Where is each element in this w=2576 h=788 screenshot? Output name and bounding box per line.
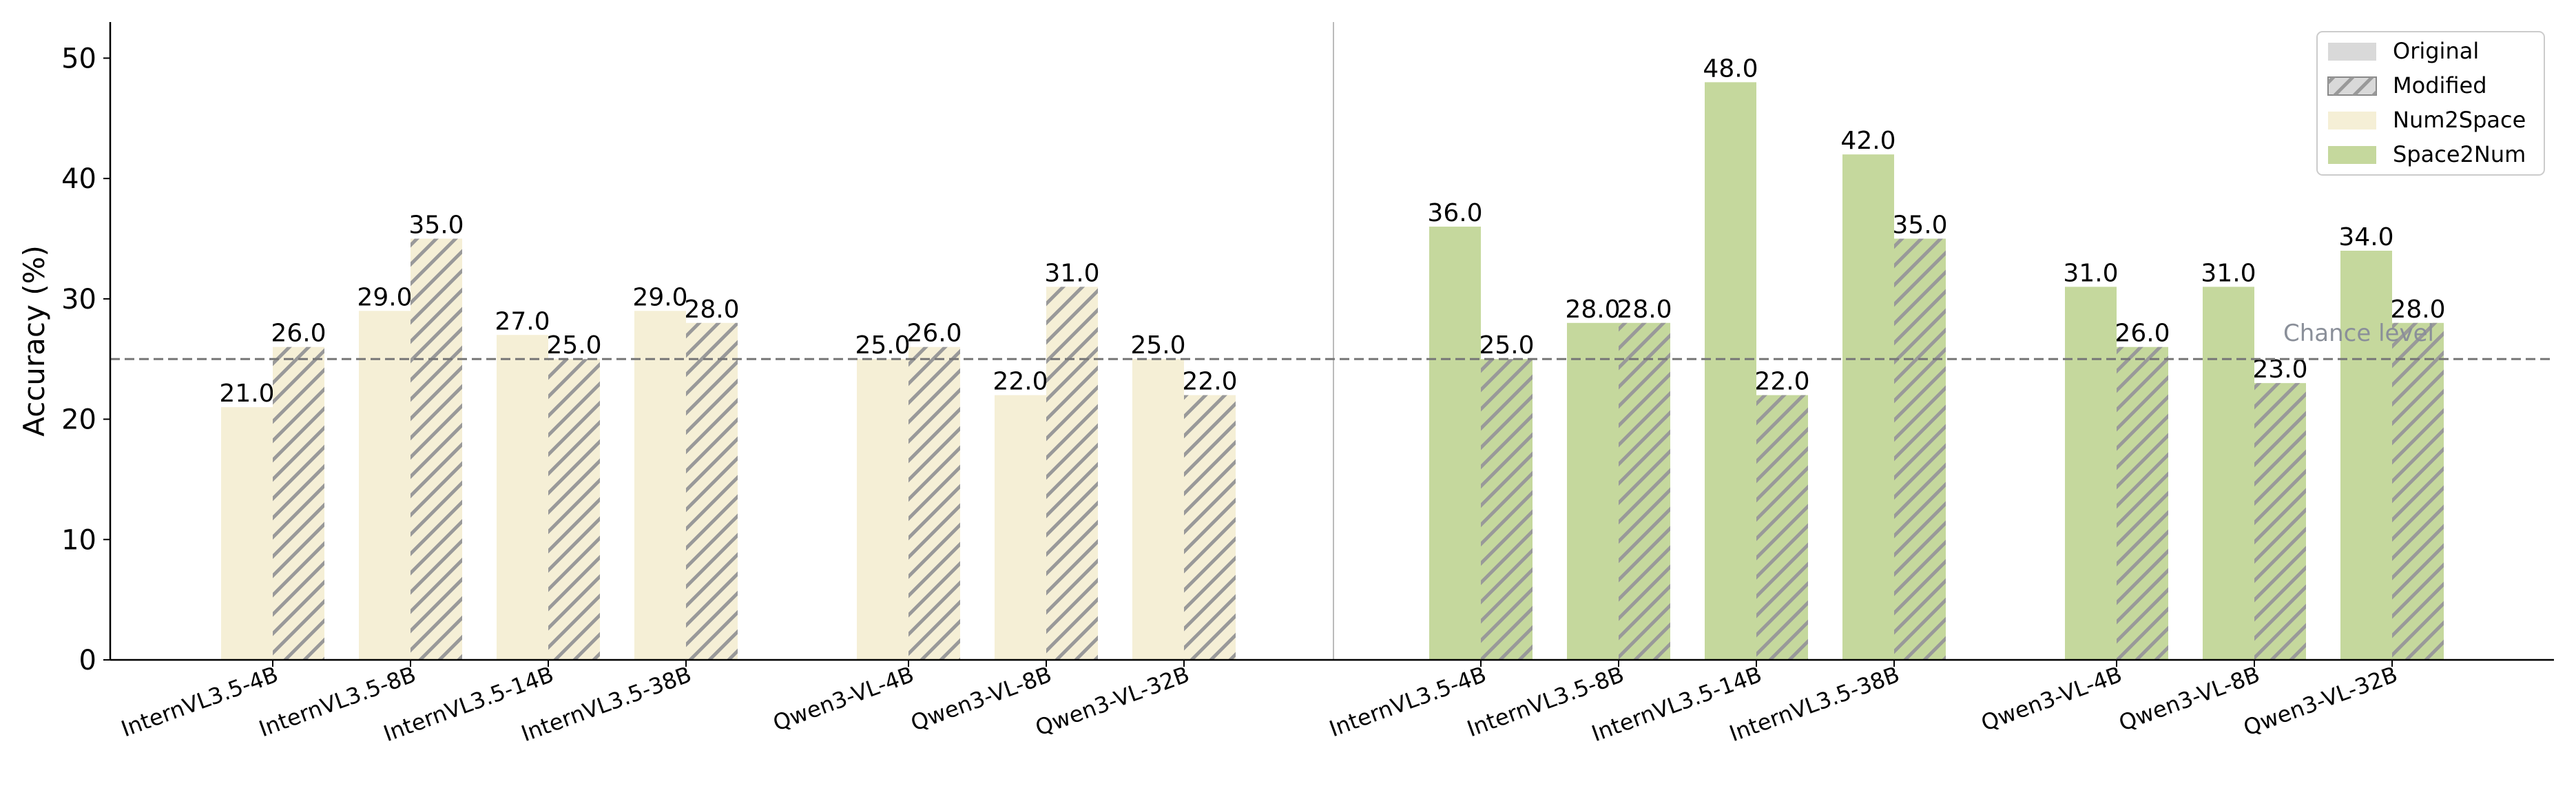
y-tick-label: 50	[61, 43, 96, 74]
y-axis-label: Accuracy (%)	[17, 245, 51, 437]
bar-space2num-original	[1567, 322, 1619, 660]
bar-num2space-original	[634, 311, 686, 660]
legend-swatch-hatch	[2328, 77, 2376, 95]
legend-swatch	[2328, 112, 2376, 129]
x-tick-label: InternVL3.5-4B	[1326, 661, 1490, 743]
bar-space2num-original	[1705, 82, 1756, 660]
bar-value-label: 22.0	[1182, 368, 1237, 396]
bar-value-label: 42.0	[1840, 127, 1895, 155]
legend-label: Space2Num	[2393, 141, 2526, 167]
y-tick-label: 0	[79, 645, 96, 676]
x-tick-label: Qwen3-VL-8B	[2115, 661, 2263, 736]
bar-value-label: 25.0	[1479, 331, 1534, 360]
legend-label: Num2Space	[2393, 107, 2526, 133]
y-tick-label: 20	[61, 404, 96, 436]
bar-hatch-overlay	[686, 322, 738, 660]
bar-value-label: 31.0	[2063, 259, 2118, 287]
bar-value-label: 26.0	[2115, 320, 2170, 348]
bar-value-label: 25.0	[1130, 331, 1185, 360]
bar-num2space-original	[497, 335, 548, 660]
bar-value-label: 31.0	[1044, 259, 1099, 287]
bar-value-label: 21.0	[219, 380, 274, 408]
bar-value-label: 25.0	[855, 331, 910, 360]
bar-num2space-original	[995, 395, 1046, 660]
x-tick-label: Qwen3-VL-32B	[2240, 661, 2401, 741]
y-tick-label: 30	[61, 284, 96, 315]
bar-value-label: 27.0	[495, 307, 550, 335]
bar-value-label: 35.0	[1892, 211, 1947, 239]
bar-hatch-overlay	[411, 238, 462, 660]
bar-hatch-overlay	[1481, 359, 1533, 660]
legend-label: Modified	[2393, 72, 2487, 98]
bar-hatch-overlay	[1046, 287, 1098, 661]
bar-hatch-overlay	[2392, 322, 2444, 660]
bar-num2space-original	[1132, 359, 1184, 660]
bar-value-label: 23.0	[2252, 355, 2307, 384]
bar-value-label: 25.0	[546, 331, 601, 360]
bar-value-label: 29.0	[357, 283, 412, 311]
x-tick-label: Qwen3-VL-8B	[907, 661, 1055, 736]
bar-value-label: 22.0	[1754, 368, 1809, 396]
bar-hatch-overlay	[273, 346, 324, 660]
bar-value-label: 28.0	[2390, 296, 2445, 324]
bar-value-label: 36.0	[1427, 199, 1482, 227]
bar-value-label: 28.0	[1565, 296, 1620, 324]
bar-value-label: 28.0	[1617, 296, 1672, 324]
x-tick-label: Qwen3-VL-32B	[1032, 661, 1193, 741]
bar-space2num-original	[2065, 287, 2117, 661]
bar-hatch-overlay	[1756, 395, 1808, 660]
plot-area: 21.026.029.035.027.025.029.028.025.026.0…	[110, 22, 2554, 661]
bar-value-label: 34.0	[2338, 223, 2393, 251]
legend-swatch	[2328, 146, 2376, 164]
bar-hatch-overlay	[1894, 238, 1946, 660]
chance-level-label: Chance level	[2283, 320, 2434, 347]
bar-value-label: 28.0	[684, 296, 739, 324]
bar-value-label: 22.0	[993, 368, 1048, 396]
bar-num2space-original	[221, 407, 273, 660]
legend-label: Original	[2393, 38, 2479, 64]
bar-value-label: 48.0	[1703, 54, 1758, 83]
bar-space2num-original	[1842, 154, 1894, 661]
bar-space2num-original	[2203, 287, 2254, 661]
legend-frame	[2316, 31, 2545, 176]
legend: Original Modified Num2Space Space2Num	[2316, 31, 2545, 176]
bar-hatch-overlay	[1619, 322, 1670, 660]
y-tick-label: 10	[61, 524, 96, 556]
bar-num2space-original	[359, 311, 411, 660]
x-tick-label: Qwen3-VL-4B	[769, 661, 917, 736]
bar-value-label: 31.0	[2201, 259, 2256, 287]
bar-value-label: 26.0	[271, 320, 326, 348]
x-tick-label: Qwen3-VL-4B	[1977, 661, 2125, 736]
bar-space2num-original	[1429, 227, 1481, 660]
bar-hatch-overlay	[2117, 346, 2168, 660]
bar-value-label: 35.0	[408, 211, 464, 239]
bar-space2num-original	[2340, 250, 2392, 660]
bar-hatch-overlay	[548, 359, 600, 660]
y-tick-label: 40	[61, 163, 96, 195]
x-tick-label: InternVL3.5-4B	[118, 661, 282, 743]
legend-swatch	[2328, 43, 2376, 61]
bar-hatch-overlay	[2254, 383, 2306, 660]
bar-num2space-original	[857, 359, 908, 660]
bar-value-label: 26.0	[906, 320, 962, 348]
bar-hatch-overlay	[908, 346, 960, 660]
bar-hatch-overlay	[1184, 395, 1236, 660]
bar-value-label: 29.0	[632, 283, 687, 311]
